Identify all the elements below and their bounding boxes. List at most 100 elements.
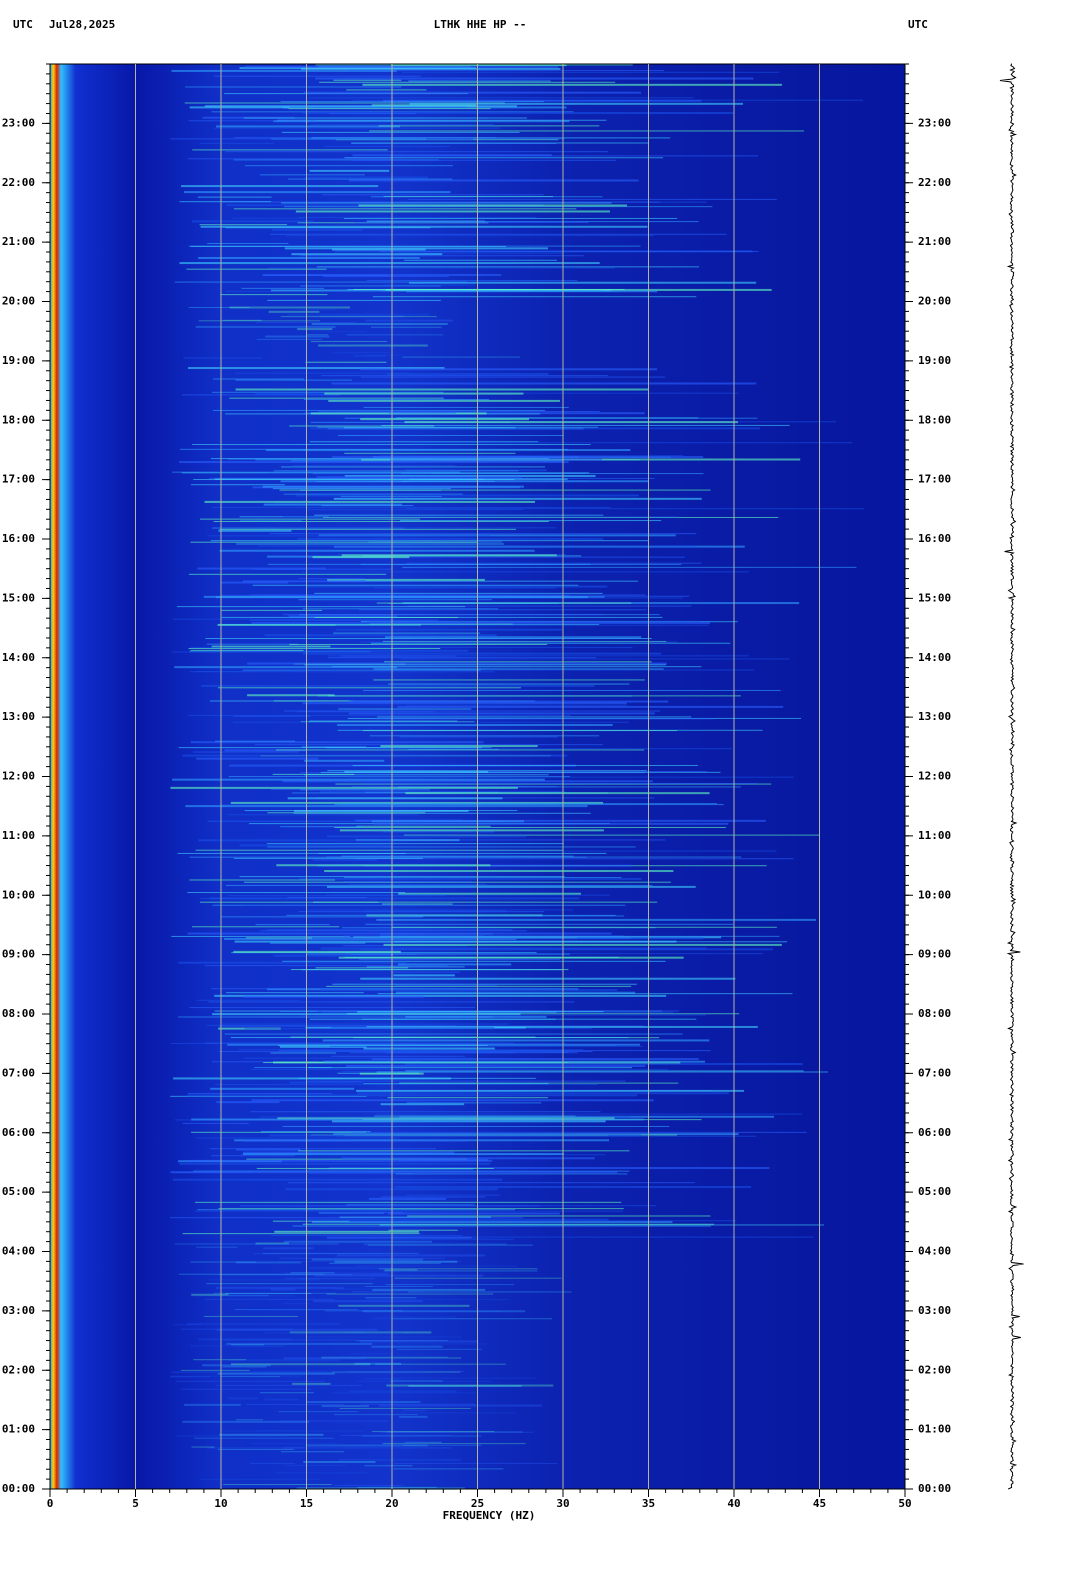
texture-streak [268,472,432,474]
texture-streak [234,372,410,374]
texture-streak [304,91,641,94]
texture-streak [172,651,258,653]
texture-streak [320,771,721,773]
texture-streak [261,1243,312,1245]
x-tick-label: 45 [813,1497,826,1510]
texture-streak [351,159,617,161]
texture-streak [311,1220,673,1223]
texture-streak [241,287,325,289]
texture-streak [402,1444,482,1446]
texture-streak [326,985,632,987]
texture-streak [199,897,279,899]
texture-streak [324,145,450,147]
x-tick-label: 15 [300,1497,313,1510]
x-tick-label: 20 [385,1497,398,1510]
texture-streak [212,1061,319,1063]
texture-streak [370,642,731,644]
texture-streak [204,965,448,967]
texture-streak [201,684,595,687]
texture-streak [307,509,524,511]
texture-streak [347,70,665,72]
texture-streak [242,580,367,583]
texture-streak [196,757,319,760]
texture-streak [395,1173,628,1175]
texture-streak [211,645,331,648]
texture-streak [174,281,467,283]
texture-streak [378,1268,538,1270]
texture-streak [260,930,528,932]
texture-streak [341,1157,595,1160]
texture-streak [318,1211,404,1213]
texture-streak [406,562,701,564]
texture-streak [323,1060,706,1063]
y-tick-label: 17:00 [2,473,35,486]
texture-streak [318,344,428,347]
texture-streak [195,1137,400,1139]
texture-streak [249,619,439,621]
y-tick-label-right: 03:00 [918,1304,951,1317]
texture-streak [188,1159,493,1162]
texture-streak [259,1392,314,1394]
texture-streak [321,505,414,507]
texture-streak [206,643,299,645]
texture-streak [345,1370,465,1372]
texture-streak [274,954,392,957]
texture-streak [199,518,421,520]
texture-streak [383,1270,538,1272]
texture-streak [336,1135,757,1137]
texture-streak [202,1364,271,1367]
texture-streak [371,326,442,328]
texture-streak [322,1039,710,1042]
texture-streak [179,461,569,464]
y-tick-label: 19:00 [2,354,35,367]
texture-streak [244,1057,474,1059]
texture-streak [337,724,613,727]
y-tick-label: 16:00 [2,532,35,545]
texture-streak [182,1122,249,1124]
texture-streak [306,953,570,955]
texture-streak [181,185,379,188]
texture-streak [178,1016,493,1018]
texture-streak [269,1134,641,1137]
texture-streak [264,1398,299,1401]
x-tick-label: 0 [47,1497,54,1510]
texture-streak [187,1092,332,1094]
texture-streak [272,228,363,231]
texture-streak [188,120,317,122]
texture-streak [368,1197,446,1200]
texture-streak [396,1343,487,1345]
texture-streak [181,1388,312,1390]
texture-streak [385,636,642,639]
texture-streak [349,1052,578,1054]
texture-streak [252,584,579,586]
texture-streak [328,580,639,582]
texture-streak [196,999,300,1001]
texture-streak [267,846,636,848]
y-tick-label: 03:00 [2,1304,35,1317]
x-axis-label: FREQUENCY (HZ) [443,1509,536,1522]
texture-streak [364,910,507,913]
texture-streak [217,1448,294,1450]
texture-streak [303,398,490,400]
texture-streak [382,99,702,102]
texture-streak [406,1102,542,1104]
texture-streak [200,901,379,903]
texture-streak [345,1331,366,1333]
texture-streak [214,994,667,997]
texture-streak [389,1236,814,1238]
texture-streak [359,1340,479,1343]
texture-streak [316,111,481,113]
texture-streak [204,105,517,108]
texture-streak [248,1309,348,1311]
texture-streak [407,605,692,607]
texture-streak [290,1272,335,1274]
texture-streak [308,1172,413,1174]
y-tick-label: 15:00 [2,591,35,604]
texture-streak [360,418,529,421]
texture-streak [396,417,699,419]
x-tick-label: 25 [471,1497,484,1510]
texture-streak [320,790,566,793]
texture-streak [187,1094,638,1097]
y-tick-label-right: 00:00 [918,1482,951,1495]
texture-streak [386,1384,554,1387]
